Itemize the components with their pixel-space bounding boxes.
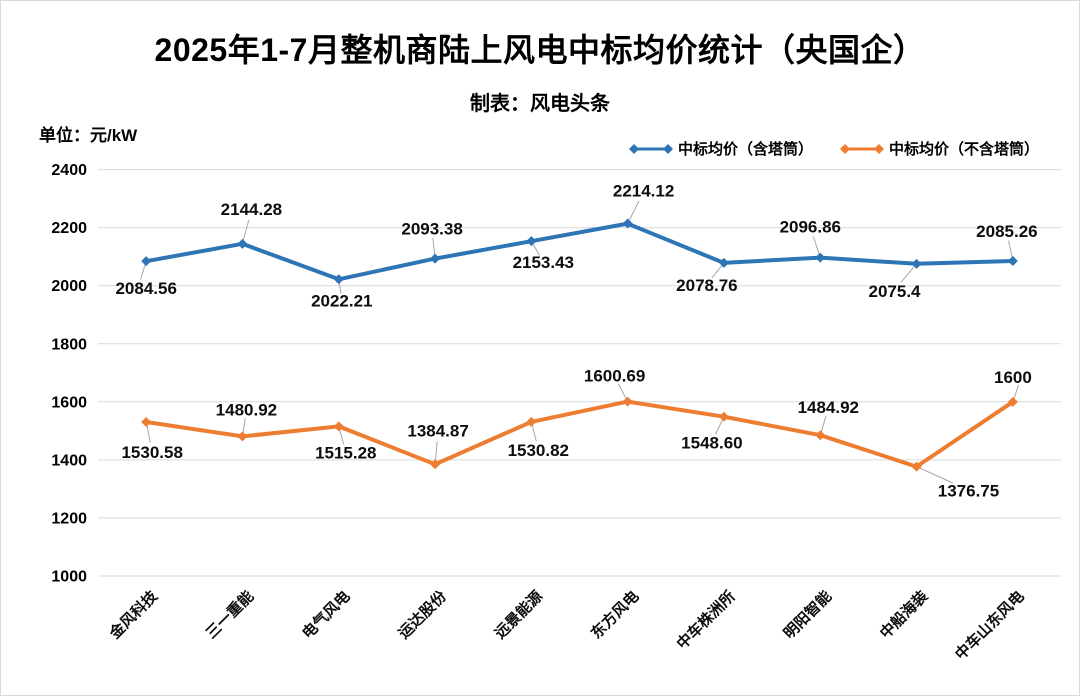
y-tick-label: 2200 bbox=[51, 220, 87, 237]
data-point-label-incl-tower: 2096.86 bbox=[780, 218, 841, 237]
data-point-marker-excl-tower[interactable] bbox=[430, 459, 441, 470]
y-tick-label: 2000 bbox=[51, 278, 87, 295]
data-point-label-incl-tower: 2084.56 bbox=[115, 279, 176, 298]
x-category-label: 远景能源 bbox=[491, 587, 546, 642]
data-point-label-incl-tower: 2214.12 bbox=[613, 182, 674, 201]
data-point-marker-excl-tower[interactable] bbox=[141, 416, 152, 427]
data-point-label-excl-tower: 1600 bbox=[994, 368, 1032, 387]
data-point-marker-incl-tower[interactable] bbox=[430, 253, 441, 264]
y-tick-label: 1200 bbox=[51, 510, 87, 527]
data-point-marker-excl-tower[interactable] bbox=[622, 396, 633, 407]
data-point-marker-excl-tower[interactable] bbox=[815, 430, 826, 441]
axis-unit-label: 单位：元/kW bbox=[39, 126, 138, 145]
data-point-label-incl-tower: 2153.43 bbox=[513, 253, 574, 272]
x-category-label: 金风科技 bbox=[105, 586, 162, 643]
y-tick-label: 1800 bbox=[51, 336, 87, 353]
legend-item-excl-tower[interactable]: 中标均价（不含塔筒） bbox=[839, 138, 1039, 159]
data-point-label-excl-tower: 1515.28 bbox=[315, 443, 376, 462]
data-point-marker-excl-tower[interactable] bbox=[911, 461, 922, 472]
data-point-marker-incl-tower[interactable] bbox=[141, 256, 152, 267]
data-point-label-incl-tower: 2075.4 bbox=[869, 282, 922, 301]
line-diamond-marker-icon bbox=[628, 143, 673, 154]
legend-label-excl-tower: 中标均价（不含塔筒） bbox=[888, 141, 1039, 158]
x-category-label: 中船海装 bbox=[876, 586, 932, 642]
data-point-label-incl-tower: 2085.26 bbox=[976, 222, 1037, 241]
label-leader-line bbox=[916, 466, 954, 484]
data-point-marker-excl-tower[interactable] bbox=[333, 421, 344, 432]
x-category-label: 电气风电 bbox=[298, 587, 353, 642]
data-point-label-excl-tower: 1530.58 bbox=[121, 443, 182, 462]
data-point-marker-incl-tower[interactable] bbox=[911, 258, 922, 269]
y-tick-label: 1600 bbox=[51, 394, 87, 411]
legend: 中标均价（含塔筒） 中标均价（不含塔筒） bbox=[628, 138, 1039, 159]
data-point-label-excl-tower: 1484.92 bbox=[798, 398, 859, 417]
data-point-marker-incl-tower[interactable] bbox=[622, 218, 633, 229]
series-line-excl-tower[interactable] bbox=[144, 399, 1015, 469]
chart-title: 2025年1-7月整机商陆上风电中标均价统计（央国企） bbox=[154, 32, 926, 68]
data-point-marker-excl-tower[interactable] bbox=[237, 431, 248, 442]
data-point-label-excl-tower: 1376.75 bbox=[938, 482, 999, 501]
data-point-marker-incl-tower[interactable] bbox=[526, 236, 537, 247]
x-category-label: 运达股份 bbox=[395, 586, 451, 642]
data-point-marker-incl-tower[interactable] bbox=[333, 274, 344, 285]
x-category-label: 中车山东风电 bbox=[951, 587, 1027, 663]
data-point-marker-excl-tower[interactable] bbox=[526, 416, 537, 427]
x-category-label: 东方风电 bbox=[587, 587, 642, 642]
y-tick-label: 2400 bbox=[51, 162, 87, 179]
legend-label-incl-tower: 中标均价（含塔筒） bbox=[677, 141, 813, 158]
data-point-marker-incl-tower[interactable] bbox=[237, 238, 248, 249]
data-point-marker-excl-tower[interactable] bbox=[718, 411, 729, 422]
data-point-label-excl-tower: 1548.60 bbox=[681, 434, 742, 453]
y-tick-label: 1000 bbox=[51, 569, 87, 586]
data-point-label-excl-tower: 1480.92 bbox=[216, 400, 277, 419]
data-point-label-incl-tower: 2093.38 bbox=[401, 220, 462, 239]
x-category-label: 中车株洲所 bbox=[673, 587, 739, 653]
data-point-marker-incl-tower[interactable] bbox=[718, 257, 729, 268]
label-leader-line bbox=[900, 263, 917, 283]
x-category-label: 三一重能 bbox=[202, 587, 257, 642]
line-diamond-marker-icon bbox=[839, 143, 884, 154]
x-category-label: 明阳智能 bbox=[780, 587, 835, 642]
data-point-marker-incl-tower[interactable] bbox=[815, 252, 826, 263]
data-point-label-incl-tower: 2144.28 bbox=[221, 200, 282, 219]
label-leader-line bbox=[627, 200, 640, 224]
chart-subtitle: 制表：风电头条 bbox=[470, 93, 610, 115]
data-point-label-excl-tower: 1600.69 bbox=[584, 367, 645, 386]
data-point-label-incl-tower: 2022.21 bbox=[311, 291, 372, 310]
legend-item-incl-tower[interactable]: 中标均价（含塔筒） bbox=[628, 138, 813, 159]
data-point-label-excl-tower: 1384.87 bbox=[407, 421, 468, 440]
label-leader-line bbox=[241, 219, 250, 244]
data-point-marker-incl-tower[interactable] bbox=[1007, 255, 1018, 266]
data-point-label-excl-tower: 1530.82 bbox=[508, 441, 569, 460]
y-tick-label: 1400 bbox=[51, 452, 87, 469]
data-point-marker-excl-tower[interactable] bbox=[1007, 396, 1018, 407]
series-line-incl-tower[interactable] bbox=[144, 221, 1015, 282]
data-point-label-incl-tower: 2078.76 bbox=[676, 276, 737, 295]
